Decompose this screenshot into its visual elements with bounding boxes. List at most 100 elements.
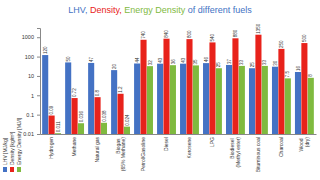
data-label: 44	[135, 57, 140, 63]
y-tick-label: 100	[25, 54, 34, 60]
x-tick: Hydrogen	[48, 134, 54, 159]
y-tick-label: 1	[31, 93, 34, 99]
bar	[203, 63, 209, 134]
legend-swatch	[10, 167, 14, 172]
bar	[232, 38, 238, 134]
bar	[95, 97, 101, 134]
data-label: 47	[89, 56, 94, 62]
bar	[157, 64, 163, 134]
bar	[78, 123, 84, 134]
bar	[301, 43, 307, 134]
bar	[163, 39, 169, 134]
bar	[272, 67, 278, 134]
x-axis: Hydrogen Methane Natural gas Biogas (65% Me…	[41, 134, 317, 172]
bar	[226, 65, 232, 134]
y-axis-line	[37, 29, 41, 135]
data-labels: 12050472044434346372530160.090.720.81.27…	[43, 23, 314, 132]
data-label: 740	[141, 31, 146, 39]
data-label: 35	[193, 59, 198, 65]
bar	[249, 68, 255, 134]
y-tick-label: 10	[28, 73, 34, 79]
x-tick-label: Petrol/Gasoline	[140, 137, 146, 171]
bar	[285, 78, 291, 134]
data-label: 1350	[256, 23, 261, 34]
bar	[239, 66, 245, 134]
x-tick: Methane	[71, 134, 77, 156]
legend-item: Density [kg/m³]	[9, 131, 15, 172]
y-tick: 1	[31, 93, 40, 99]
data-label: 250	[279, 40, 284, 48]
legend-label: Density [kg/m³]	[9, 131, 15, 165]
x-tick: Petrol/Gasoline	[140, 134, 146, 171]
x-tick-label: Charcoal	[278, 137, 284, 157]
legend-label: LHV [MJ/kg]	[2, 137, 8, 165]
bar	[111, 70, 117, 134]
data-label: 120	[43, 46, 48, 54]
x-tick-label: Methane	[71, 137, 77, 157]
bar	[308, 78, 314, 134]
x-tick: Wood (dry)	[298, 134, 310, 151]
data-label: 880	[233, 29, 238, 37]
legend: LHV [MJ/kg]Density [kg/m³]Energy Density…	[2, 117, 22, 172]
bar	[170, 65, 176, 134]
legend-label: Energy Density [MJ/l]	[16, 117, 22, 165]
y-tick-mark	[37, 95, 40, 96]
x-tick: Bituminous coal	[255, 134, 261, 172]
y-tick-label: 1000	[22, 34, 34, 40]
data-label: 20	[112, 64, 117, 70]
x-tick-label: Kerosene	[186, 137, 192, 159]
x-tick-label: Biogas (65% Methane)	[115, 137, 127, 172]
data-label: 33	[262, 59, 267, 65]
bar	[72, 98, 78, 134]
data-label: 7.5	[285, 71, 290, 78]
data-label: 37	[227, 58, 232, 64]
bar	[209, 42, 215, 134]
x-tick: LPG	[209, 134, 215, 147]
bar	[49, 116, 55, 134]
data-label: 25	[250, 62, 255, 68]
x-tick: Biodiesel (Methyl ester)	[229, 134, 241, 168]
y-tick-mark	[37, 37, 40, 38]
legend-item: Energy Density [MJ/l]	[16, 117, 22, 172]
x-tick: Kerosene	[186, 134, 192, 158]
data-label: 8	[308, 74, 313, 77]
data-label: 0.036	[79, 110, 84, 122]
data-label: 800	[187, 30, 192, 38]
y-tick-mark	[37, 134, 40, 135]
bar	[295, 72, 301, 134]
x-tick: Charcoal	[278, 134, 284, 157]
x-tick: Diesel	[163, 134, 169, 151]
x-tick-label: Diesel	[163, 137, 169, 151]
bar	[216, 68, 222, 134]
x-tick-label: Natural gas	[94, 137, 100, 163]
y-tick: 1000	[22, 34, 40, 40]
data-label: 33	[239, 59, 244, 65]
bar	[118, 94, 124, 134]
bar	[140, 40, 146, 134]
bar	[255, 35, 261, 134]
bar	[262, 66, 268, 134]
bar	[88, 63, 94, 134]
x-tick-label: Bituminous coal	[255, 137, 261, 172]
y-tick: 10	[28, 73, 40, 79]
y-tick-mark	[37, 57, 40, 58]
data-label: 50	[66, 56, 71, 62]
y-tick-mark	[37, 115, 40, 116]
x-tick-label: Hydrogen	[48, 137, 54, 159]
bar	[278, 49, 284, 134]
bar	[65, 62, 71, 134]
bar	[134, 63, 140, 134]
x-tick-label: Biodiesel (Methyl ester)	[229, 137, 241, 168]
chart-title: LHV, Density, Energy Density of differen…	[68, 5, 252, 15]
bar	[147, 66, 153, 134]
bar	[180, 64, 186, 134]
y-tick-label: 0.01	[23, 131, 34, 137]
data-label: 36	[171, 59, 176, 65]
data-label: 0.72	[72, 88, 77, 97]
data-label: 0.024	[125, 114, 130, 126]
data-label: 0.011	[56, 121, 61, 132]
y-tick-label: 0.1	[26, 112, 34, 118]
bar	[101, 123, 107, 134]
data-label: 0.8	[95, 89, 100, 96]
data-label: 500	[302, 34, 307, 42]
